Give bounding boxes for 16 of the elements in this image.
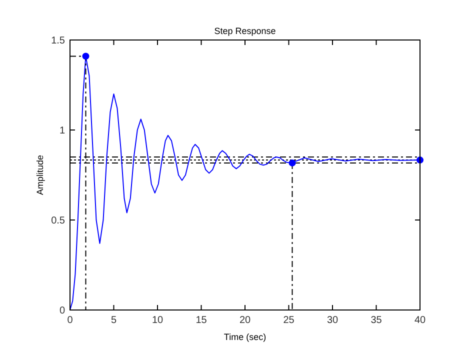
x-axis-title: Time (sec): [224, 332, 266, 342]
x-tick-label: 10: [152, 315, 164, 326]
x-tick-label: 25: [283, 315, 295, 326]
x-tick-label: 15: [196, 315, 208, 326]
y-tick-label: 0.5: [51, 216, 66, 226]
y-tick-label: 1.5: [51, 36, 66, 46]
x-tick-label: 20: [239, 315, 251, 326]
x-tick-label: 35: [370, 315, 382, 326]
x-tick-label: 0: [67, 315, 74, 326]
y-tick-label: 0: [59, 306, 66, 316]
chart-title: Step Response: [214, 26, 276, 36]
y-axis-title: Amplitude: [35, 154, 45, 196]
x-tick-label: 40: [414, 315, 426, 326]
x-tick-label: 5: [110, 315, 117, 326]
x-tick-label: 30: [326, 315, 338, 326]
y-tick-label: 1: [59, 126, 66, 136]
